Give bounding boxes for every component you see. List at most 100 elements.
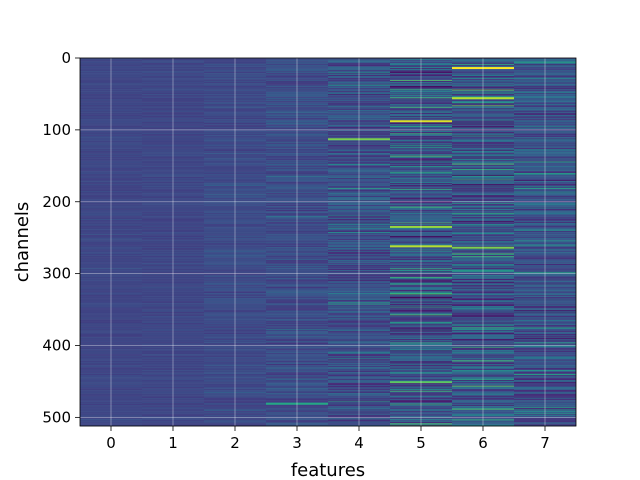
heatmap-cell bbox=[328, 137, 390, 139]
heatmap-cell bbox=[328, 411, 390, 413]
heatmap-cell bbox=[452, 132, 514, 134]
heatmap-cell bbox=[266, 129, 328, 131]
heatmap-cell bbox=[390, 345, 452, 347]
heatmap-cell bbox=[204, 368, 266, 370]
heatmap-cell bbox=[204, 391, 266, 393]
heatmap-cell bbox=[204, 418, 266, 420]
heatmap-cell bbox=[328, 62, 390, 64]
heatmap-cell bbox=[328, 276, 390, 278]
heatmap-cell bbox=[328, 209, 390, 211]
heatmap-cell bbox=[452, 142, 514, 144]
heatmap-cell bbox=[390, 204, 452, 206]
heatmap-cell bbox=[142, 110, 204, 112]
heatmap-cell bbox=[142, 318, 204, 320]
heatmap-cell bbox=[514, 134, 576, 136]
heatmap-cell bbox=[390, 117, 452, 119]
heatmap-cell bbox=[390, 122, 452, 124]
heatmap-cell bbox=[452, 116, 514, 118]
heatmap-cell bbox=[80, 395, 142, 397]
heatmap-cell bbox=[328, 157, 390, 159]
heatmap-cell bbox=[328, 188, 390, 190]
heatmap-cell bbox=[452, 258, 514, 260]
heatmap-cell bbox=[452, 257, 514, 259]
heatmap-cell bbox=[204, 175, 266, 177]
heatmap-cell bbox=[514, 367, 576, 369]
heatmap-cell bbox=[80, 104, 142, 106]
heatmap-cell bbox=[204, 181, 266, 183]
heatmap-cell bbox=[452, 208, 514, 210]
heatmap-cell bbox=[266, 381, 328, 383]
heatmap-cell bbox=[142, 203, 204, 205]
heatmap-cell bbox=[390, 216, 452, 218]
heatmap-cell bbox=[514, 395, 576, 397]
heatmap-cell bbox=[514, 353, 576, 355]
heatmap-cell bbox=[452, 357, 514, 359]
heatmap-cell bbox=[328, 216, 390, 218]
heatmap-cell bbox=[328, 305, 390, 307]
heatmap-cell bbox=[80, 373, 142, 375]
heatmap-cell bbox=[142, 162, 204, 164]
heatmap-cell bbox=[390, 210, 452, 212]
heatmap-cell bbox=[80, 387, 142, 389]
heatmap-cell bbox=[390, 145, 452, 147]
heatmap-cell bbox=[390, 114, 452, 116]
heatmap-cell bbox=[204, 320, 266, 322]
heatmap-cell bbox=[514, 364, 576, 366]
heatmap-cell bbox=[266, 378, 328, 380]
heatmap-cell bbox=[452, 365, 514, 367]
heatmap-cell bbox=[452, 406, 514, 408]
heatmap-cell bbox=[514, 270, 576, 272]
heatmap-cell bbox=[514, 400, 576, 402]
heatmap-cell bbox=[452, 409, 514, 411]
heatmap-cell bbox=[390, 183, 452, 185]
heatmap-cell bbox=[204, 349, 266, 351]
heatmap-cell bbox=[80, 331, 142, 333]
heatmap-cell bbox=[328, 303, 390, 305]
heatmap-cell bbox=[80, 183, 142, 185]
heatmap-cell bbox=[142, 79, 204, 81]
heatmap-cell bbox=[80, 350, 142, 352]
heatmap-cell bbox=[390, 267, 452, 269]
heatmap-cell bbox=[390, 325, 452, 327]
heatmap-cell bbox=[452, 389, 514, 391]
heatmap-cell bbox=[514, 279, 576, 281]
heatmap-cell bbox=[390, 279, 452, 281]
heatmap-cell bbox=[204, 252, 266, 254]
heatmap-cell bbox=[80, 96, 142, 98]
heatmap-cell bbox=[514, 185, 576, 187]
heatmap-cell bbox=[80, 168, 142, 170]
heatmap-cell bbox=[266, 58, 328, 60]
heatmap-cell bbox=[204, 403, 266, 405]
heatmap-cell bbox=[266, 79, 328, 81]
heatmap-cell bbox=[80, 107, 142, 109]
heatmap-cell bbox=[514, 289, 576, 291]
heatmap-cell bbox=[80, 391, 142, 393]
heatmap-cell bbox=[80, 236, 142, 238]
heatmap-cell bbox=[390, 254, 452, 256]
heatmap-cell bbox=[204, 402, 266, 404]
heatmap-cell bbox=[266, 152, 328, 154]
heatmap-cell bbox=[80, 144, 142, 146]
heatmap-cell bbox=[390, 188, 452, 190]
heatmap-cell bbox=[204, 396, 266, 398]
heatmap-cell bbox=[204, 136, 266, 138]
heatmap-cell bbox=[328, 396, 390, 398]
heatmap-cell bbox=[142, 59, 204, 61]
heatmap-cell bbox=[142, 252, 204, 254]
heatmap-cell bbox=[80, 93, 142, 95]
heatmap-cell bbox=[514, 283, 576, 285]
heatmap-cell bbox=[514, 229, 576, 231]
heatmap-cell bbox=[514, 243, 576, 245]
heatmap-cell bbox=[452, 251, 514, 253]
heatmap-cell bbox=[514, 376, 576, 378]
heatmap-cell bbox=[204, 390, 266, 392]
heatmap-cell bbox=[328, 205, 390, 207]
heatmap-cell bbox=[514, 69, 576, 71]
heatmap-cell bbox=[514, 73, 576, 75]
heatmap-cell bbox=[328, 201, 390, 203]
heatmap-cell bbox=[452, 216, 514, 218]
heatmap-cell bbox=[266, 193, 328, 195]
heatmap-cell bbox=[204, 213, 266, 215]
heatmap-cell bbox=[204, 359, 266, 361]
heatmap-cell bbox=[390, 217, 452, 219]
